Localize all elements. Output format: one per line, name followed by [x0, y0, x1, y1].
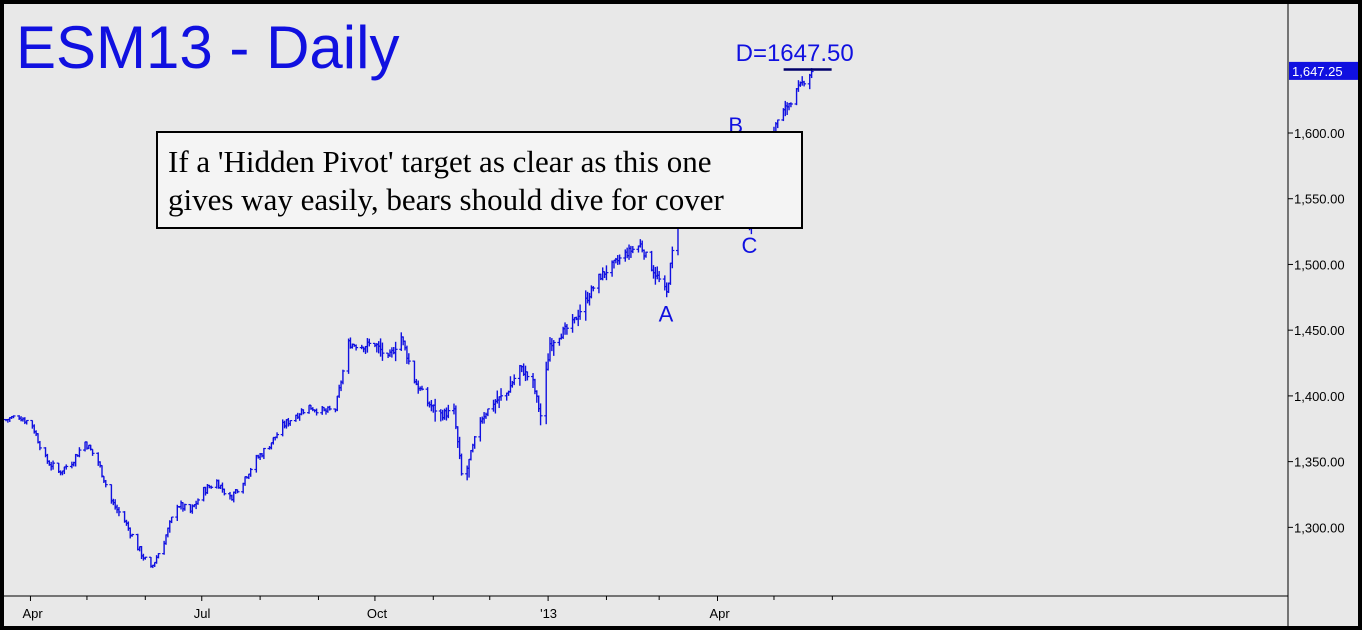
price-bar: [617, 254, 622, 265]
price-bar: [538, 403, 543, 426]
price-bar: [314, 408, 319, 416]
price-bar: [512, 374, 517, 386]
price-bar: [327, 405, 332, 411]
price-bar: [143, 556, 148, 560]
price-bar: [775, 119, 780, 129]
price-bar: [459, 453, 464, 476]
pivot-label-c: C: [742, 233, 758, 258]
price-bar: [116, 507, 121, 517]
callout-box: If a 'Hidden Pivot' target as clear as t…: [156, 131, 803, 229]
price-bar: [419, 385, 424, 391]
price-bar: [591, 286, 596, 292]
price-bar: [288, 419, 293, 426]
price-bar: [446, 404, 451, 419]
x-tick-label: Apr: [710, 606, 731, 621]
price-bar: [235, 489, 240, 494]
price-bar: [406, 353, 411, 365]
price-bar: [367, 338, 372, 347]
price-bar: [643, 251, 648, 258]
price-bar: [222, 488, 227, 496]
y-tick-label: 1,450.00: [1294, 323, 1345, 338]
price-bar: [380, 342, 385, 361]
price-bar: [182, 503, 187, 511]
x-tick-label: Oct: [367, 606, 388, 621]
price-bar: [788, 102, 793, 108]
last-price-flag: [1289, 61, 1358, 80]
price-bar: [630, 246, 635, 254]
y-tick-label: 1,350.00: [1294, 455, 1345, 470]
price-bar: [301, 409, 306, 415]
price-bar: [11, 415, 16, 419]
price-bar: [248, 467, 253, 477]
price-bar: [525, 371, 530, 381]
price-bar: [354, 344, 359, 351]
price-bar: [169, 516, 174, 524]
price-bar: [340, 369, 345, 385]
last-price-label: 1,647.25: [1292, 64, 1343, 79]
y-tick-label: 1,550.00: [1294, 192, 1345, 207]
price-bar: [103, 479, 108, 488]
callout-line-1: If a 'Hidden Pivot' target as clear as t…: [168, 144, 712, 179]
price-bar: [485, 408, 490, 417]
price-bar: [657, 270, 662, 283]
price-bar: [24, 419, 29, 425]
pivot-label-a: A: [659, 301, 674, 326]
price-bar: [551, 340, 556, 356]
y-tick-label: 1,500.00: [1294, 257, 1345, 272]
y-tick-label: 1,400.00: [1294, 389, 1345, 404]
price-bar: [433, 398, 438, 422]
price-bar: [544, 361, 549, 425]
price-bar: [453, 405, 458, 430]
price-bar: [156, 553, 161, 559]
price-bar: [37, 440, 42, 451]
x-tick-label: '13: [540, 606, 557, 621]
price-bar: [64, 464, 69, 470]
chart-svg: 1,300.00 1,350.00 1,400.00 1,450.00 1,500.00…: [4, 4, 1358, 626]
y-tick-label: 1,600.00: [1294, 126, 1345, 141]
price-bar: [130, 533, 135, 537]
price-bar: [564, 324, 569, 335]
chart-title: ESM13 - Daily: [16, 14, 400, 81]
price-bar: [90, 448, 95, 456]
x-tick-label: Apr: [22, 606, 43, 621]
price-bar: [802, 80, 807, 87]
price-bar: [393, 341, 398, 362]
price-bar: [578, 304, 583, 320]
price-bars: [4, 68, 814, 569]
chart-window: 1,300.00 1,350.00 1,400.00 1,450.00 1,500.00…: [3, 3, 1359, 627]
price-bar: [275, 432, 280, 439]
y-tick-label: 1,300.00: [1294, 520, 1345, 535]
target-annotation: D=1647.50: [736, 40, 854, 67]
price-bar: [77, 447, 82, 458]
price-bar: [604, 265, 609, 281]
price-bar: [670, 246, 675, 269]
price-bar: [51, 460, 56, 470]
price-bar: [209, 485, 214, 489]
price-bar: [195, 498, 200, 505]
price-bar: [261, 447, 266, 460]
price-bar: [499, 388, 504, 401]
callout-line-2: gives way easily, bears should dive for …: [168, 182, 724, 217]
x-tick-label: Jul: [194, 606, 211, 621]
price-bar: [472, 436, 477, 449]
